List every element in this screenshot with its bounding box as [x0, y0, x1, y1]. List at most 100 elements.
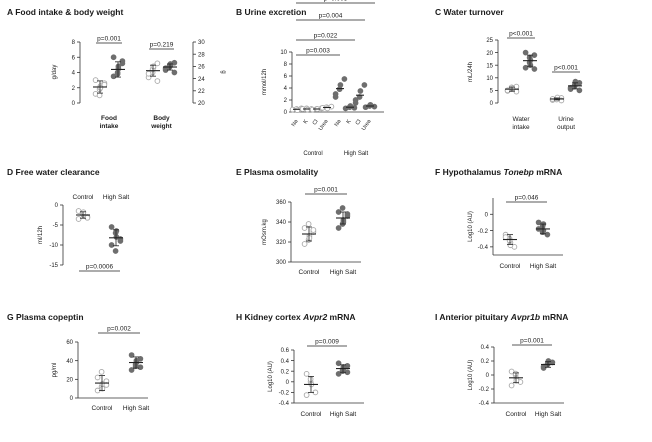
x-category-label: Urine	[558, 116, 574, 123]
panel-title: B Urine excretion	[236, 7, 306, 17]
y-axis-tick-label: 0.4	[281, 359, 290, 365]
data-point	[351, 104, 358, 111]
data-point	[513, 377, 520, 384]
significance-label: p<0.001	[509, 31, 533, 38]
data-point	[301, 241, 308, 247]
significance-label: p=0.003	[306, 48, 330, 55]
data-point	[94, 374, 101, 381]
data-point	[572, 78, 579, 85]
data-point	[522, 64, 529, 71]
y-axis-left-tick-label: 0	[72, 101, 76, 107]
panel-title-part: mRNA	[540, 312, 568, 322]
panel-A: A Food intake & body weight0246820222426…	[7, 7, 226, 130]
panel-letter: F	[435, 167, 443, 177]
y-axis-tick-label: 8	[284, 62, 288, 68]
y-axis-label-right: g	[220, 70, 226, 73]
data-point	[508, 382, 515, 389]
y-axis-left-tick-label: 4	[72, 71, 76, 77]
panel-title: F Hypothalamus Tonebp mRNA	[435, 167, 562, 177]
panel-title-part: Plasma osmolality	[244, 167, 318, 177]
y-axis-tick-label: 0.6	[281, 348, 290, 354]
significance-label: p=0.046	[515, 195, 539, 202]
x-category-label: weight	[150, 123, 172, 130]
y-axis-tick-label: -0.2	[279, 391, 290, 397]
x-category-label: High Salt	[103, 194, 130, 201]
y-axis-label: Log10 (AU)	[468, 360, 474, 391]
y-axis-tick-label: 60	[66, 340, 73, 346]
significance-label: p=0.004	[319, 13, 343, 20]
y-axis-tick-label: 340	[276, 220, 287, 226]
x-category-label: intake	[512, 124, 530, 131]
x-tick-label: K	[303, 118, 310, 125]
panel-title: I Anterior pituitary Avpr1b mRNA	[435, 312, 568, 322]
panel-E: E Plasma osmolality 300 320 340 360 mOsm.kg p=…	[236, 167, 361, 276]
x-category-label: Water	[512, 116, 530, 123]
data-point	[341, 76, 348, 82]
y-axis-tick-label: 20	[66, 378, 73, 384]
y-axis-tick-label: 0	[485, 212, 489, 218]
y-axis-label: ml/12h	[38, 226, 44, 244]
panel-D: D Free water clearance 0 -5 -10 -15 ml/12h p=0…	[7, 167, 130, 272]
data-point	[108, 242, 115, 248]
panel-letter: C	[435, 7, 444, 17]
data-point	[527, 62, 534, 69]
y-axis-tick-label: 0	[286, 380, 290, 386]
data-point	[337, 82, 344, 88]
x-category-label: Control	[500, 263, 522, 270]
y-axis-right-tick-label: 30	[198, 40, 205, 46]
y-axis-right-tick-label: 22	[198, 89, 205, 95]
x-category-label: High Salt	[330, 269, 357, 276]
significance-label: p=0.022	[314, 33, 338, 40]
significance-label: p=0.002	[107, 326, 131, 333]
data-point	[531, 66, 538, 72]
y-axis-tick-label: -0.2	[478, 229, 489, 235]
data-point	[356, 94, 363, 100]
data-point	[171, 69, 178, 76]
y-axis-right-tick-label: 24	[198, 77, 205, 83]
panel-title-part: mRNA	[534, 167, 562, 177]
y-axis-tick-label: 360	[276, 200, 287, 206]
panel-F: F Hypothalamus Tonebp mRNA 0 -0.2 -0.4 Log10…	[435, 167, 563, 270]
y-axis-tick-label: -15	[49, 263, 58, 269]
data-point	[101, 81, 108, 88]
y-axis-tick-label: -0.4	[279, 401, 290, 407]
y-axis-tick-label: 4	[284, 86, 288, 92]
y-axis-tick-label: 40	[66, 359, 73, 365]
x-category-label: Food	[101, 115, 117, 122]
data-point	[357, 88, 364, 94]
panel-title-part: mRNA	[327, 312, 355, 322]
y-axis-tick-label: 0.2	[281, 369, 290, 375]
x-tick-label: Na	[291, 118, 300, 128]
y-axis-tick-label: 5	[490, 89, 494, 95]
significance-label: p<0.001	[554, 65, 578, 72]
panel-letter: A	[7, 7, 15, 17]
significance-label: p=0.0006	[86, 264, 114, 271]
y-axis-tick-label: 320	[276, 240, 287, 246]
panel-title-part: Avpr2	[302, 312, 327, 322]
data-point	[328, 103, 335, 110]
data-point	[576, 87, 583, 94]
x-category-label: Control	[506, 411, 528, 418]
panel-title: C Water turnover	[435, 7, 504, 17]
panel-title-part: Plasma copeptin	[16, 312, 84, 322]
data-point	[335, 225, 342, 231]
y-axis-tick-label: 20	[486, 51, 493, 57]
y-axis-tick-label: -0.4	[479, 401, 490, 407]
data-point	[112, 248, 119, 254]
data-point	[332, 91, 339, 97]
panel-title-part: Tonebp	[504, 167, 534, 177]
y-axis-tick-label: -5	[53, 223, 59, 229]
x-category-label: Control	[301, 411, 323, 418]
y-axis-right-tick-label: 26	[198, 65, 205, 71]
panel-title: D Free water clearance	[7, 167, 100, 177]
x-tick-label: Urea	[318, 118, 330, 132]
data-point	[310, 227, 317, 233]
y-axis-tick-label: 0	[70, 396, 74, 402]
significance-label: p=0.001	[520, 338, 544, 345]
data-point	[154, 78, 161, 84]
data-point	[344, 211, 351, 217]
data-point	[75, 216, 82, 222]
y-axis-right-tick-label: 28	[198, 52, 205, 58]
y-axis-tick-label: 25	[486, 38, 493, 44]
